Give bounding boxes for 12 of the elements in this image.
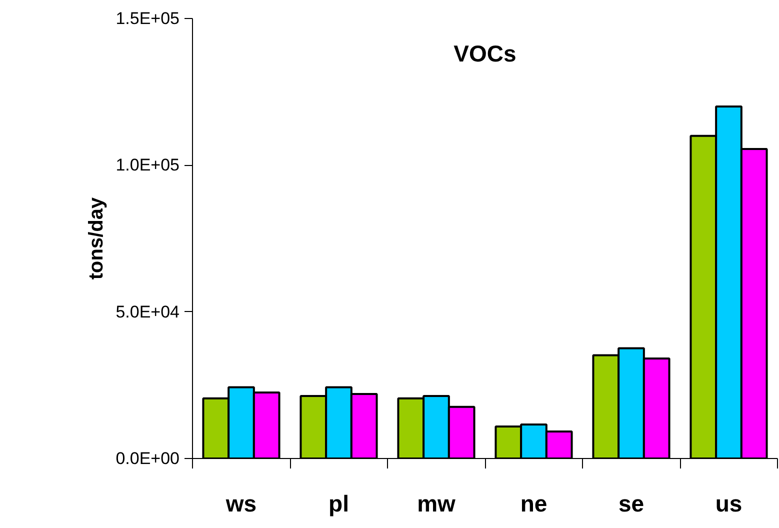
x-tick-label: mw (417, 490, 456, 516)
y-tick-label: 0.0E+00 (116, 449, 180, 468)
y-tick-label: 1.0E+05 (116, 156, 180, 175)
y-axis-title: tons/day (86, 196, 108, 280)
x-tick-label: pl (328, 490, 349, 516)
x-tick-label: se (618, 490, 644, 516)
y-tick-label: 1.5E+05 (116, 9, 180, 28)
x-tick-label: ws (224, 490, 257, 516)
x-tick-label: ne (520, 490, 548, 516)
text: VOCs (454, 40, 516, 66)
y-tick-label: 5.0E+04 (116, 302, 180, 322)
x-tick-label: us (715, 490, 742, 516)
